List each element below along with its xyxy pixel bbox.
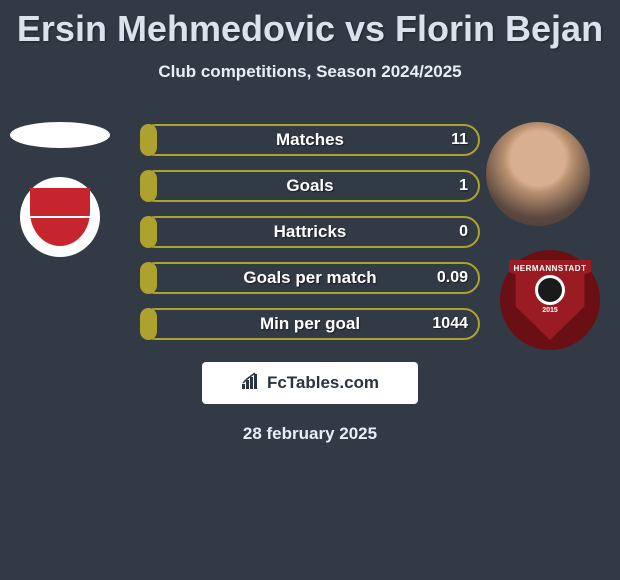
club-right-year: 2015 <box>542 307 558 314</box>
player-right-avatar <box>486 122 590 226</box>
stat-row: Hattricks 0 <box>140 216 480 248</box>
comparison-infographic: Ersin Mehmedovic vs Florin Bejan Club co… <box>0 0 620 580</box>
stat-row: Min per goal 1044 <box>140 308 480 340</box>
club-right-name: HERMANNSTADT <box>514 264 587 273</box>
club-left-crest <box>30 188 90 246</box>
stat-bars: Matches 11 Goals 1 Hattricks 0 Goals per… <box>140 124 480 354</box>
subtitle: Club competitions, Season 2024/2025 <box>0 62 620 82</box>
stat-row: Matches 11 <box>140 124 480 156</box>
bar-value: 0 <box>459 216 468 248</box>
footer-date: 28 february 2025 <box>0 424 620 444</box>
bar-label: Hattricks <box>140 216 480 248</box>
bar-value: 0.09 <box>437 262 468 294</box>
club-right-crest: HERMANNSTADT 2015 <box>509 260 591 340</box>
bar-value: 1 <box>459 170 468 202</box>
club-right-logo: HERMANNSTADT 2015 <box>500 250 600 350</box>
page-title: Ersin Mehmedovic vs Florin Bejan <box>0 0 620 50</box>
stat-row: Goals per match 0.09 <box>140 262 480 294</box>
player-left-avatar <box>10 122 110 148</box>
brand-text: FcTables.com <box>267 373 379 393</box>
stat-row: Goals 1 <box>140 170 480 202</box>
stats-area: HERMANNSTADT 2015 Matches 11 Goals 1 <box>0 122 620 352</box>
bar-label: Matches <box>140 124 480 156</box>
brand-badge[interactable]: FcTables.com <box>202 362 418 404</box>
bar-label: Goals per match <box>140 262 480 294</box>
ball-icon <box>535 275 565 305</box>
bar-label: Min per goal <box>140 308 480 340</box>
bar-label: Goals <box>140 170 480 202</box>
chart-icon <box>241 372 261 395</box>
club-left-logo <box>20 177 100 257</box>
bar-value: 11 <box>451 124 468 156</box>
bar-value: 1044 <box>432 308 468 340</box>
